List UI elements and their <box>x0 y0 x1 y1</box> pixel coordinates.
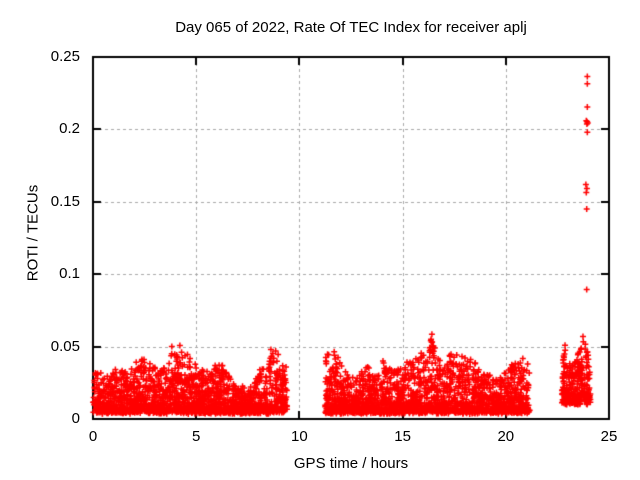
y-tick-label: 0.1 <box>59 265 80 283</box>
x-tick-label: 20 <box>497 428 515 445</box>
y-tick-label: 0.05 <box>50 337 80 355</box>
x-tick-label: 25 <box>600 428 618 445</box>
x-tick-label: 10 <box>291 428 308 445</box>
y-tick-label: 0 <box>71 410 80 427</box>
chart-title: Day 065 of 2022, Rate Of TEC Index for r… <box>175 19 527 36</box>
x-tick-label: 5 <box>192 428 201 445</box>
x-tick-label: 15 <box>394 428 411 445</box>
y-tick-label: 0.25 <box>50 48 80 65</box>
y-tick-label: 0.15 <box>50 192 80 210</box>
x-tick-label: 0 <box>88 428 98 445</box>
y-tick-label: 0.2 <box>59 120 80 138</box>
x-axis-label: GPS time / hours <box>293 455 409 472</box>
